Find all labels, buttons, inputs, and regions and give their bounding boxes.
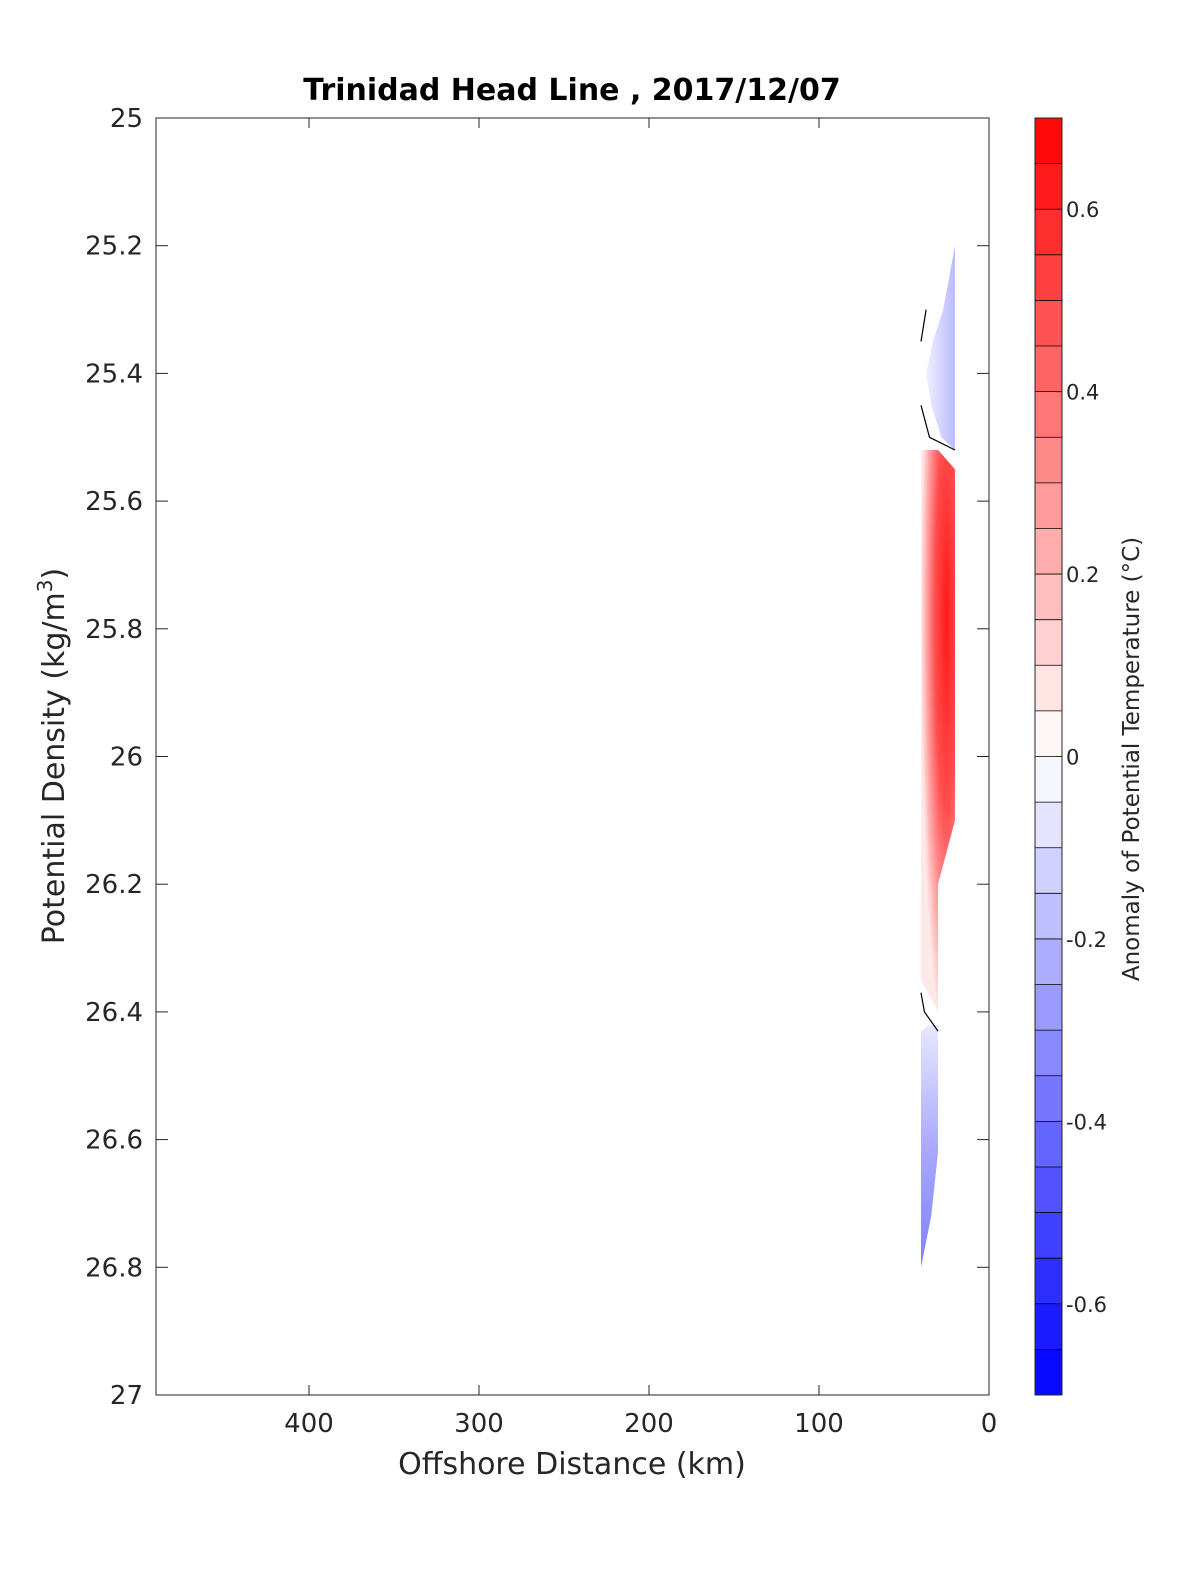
colorbar-tick-label: 0.2: [1066, 563, 1099, 587]
colorbar-segment: [1035, 756, 1062, 803]
colorbar-segment: [1035, 710, 1062, 757]
colorbar-tick-label: -0.4: [1066, 1110, 1107, 1134]
colorbar-tick-label: -0.2: [1066, 928, 1107, 952]
zero-contour-layer: [920, 309, 956, 1032]
colorbar-tick-label: -0.6: [1066, 1293, 1107, 1317]
colorbar-segment: [1035, 1075, 1062, 1122]
y-axis-label-end: ): [37, 568, 72, 580]
colorbar-segment: [1035, 482, 1062, 529]
colorbar-segment: [1035, 938, 1062, 985]
lower-cool-patch: [921, 1024, 938, 1268]
chart-title: Trinidad Head Line , 2017/12/07: [303, 73, 840, 108]
y-tick-label: 25.4: [85, 359, 143, 389]
colorbar-segment: [1035, 847, 1062, 894]
y-tick-label: 26: [110, 743, 143, 773]
zero-contour-line-2: [920, 405, 956, 451]
colorbar-segment: [1035, 1258, 1062, 1304]
y-tick-label: 27: [110, 1381, 143, 1411]
colorbar-segment: [1035, 163, 1062, 210]
colorbar-segment: [1035, 391, 1062, 438]
x-tick-label: 200: [624, 1409, 674, 1439]
colorbar-segment: [1035, 209, 1062, 255]
colorbar-segment: [1035, 118, 1062, 164]
colorbar-tick-label: 0.4: [1066, 381, 1099, 405]
colorbar-segment: [1035, 528, 1062, 575]
colorbar: 0.6 0.4 0.2 0 -0.2 -0.4 -0.6: [1034, 117, 1107, 1396]
y-tick-label: 26.8: [85, 1253, 143, 1283]
y-tick-label: 25.6: [85, 487, 143, 517]
colorbar-segment: [1035, 1349, 1062, 1395]
y-tick-label: 25.2: [85, 232, 143, 262]
zero-contour-line-3: [920, 992, 939, 1032]
colorbar-tick-label: 0: [1066, 746, 1079, 770]
colorbar-segment: [1035, 619, 1062, 666]
colorbar-segment: [1035, 893, 1062, 939]
x-axis: 400 300 200 100 0: [284, 118, 997, 1439]
y-tick-label: 26.6: [85, 1126, 143, 1156]
plot-area-frame: [155, 117, 990, 1396]
colorbar-segment: [1035, 1212, 1062, 1259]
colorbar-segment: [1035, 574, 1062, 620]
colorbar-segment: [1035, 346, 1062, 392]
colorbar-segment: [1035, 300, 1062, 347]
upper-cool-patch: [926, 245, 955, 450]
colorbar-segment: [1035, 984, 1062, 1031]
contour-fill-layer: [921, 245, 955, 1268]
y-tick-label: 26.2: [85, 870, 143, 900]
warm-core-patch: [921, 450, 955, 1012]
colorbar-segment: [1035, 437, 1062, 483]
colorbar-segment: [1035, 1303, 1062, 1350]
y-tick-label: 26.4: [85, 998, 143, 1028]
colorbar-segment: [1035, 1030, 1062, 1076]
y-axis: 25 25.2 25.4 25.6 25.8 26 26.2 26.4 26.6 26.8 27: [85, 104, 989, 1411]
y-axis-label-main: Potential Density (kg/m: [37, 592, 72, 944]
colorbar-segment: [1035, 665, 1062, 711]
y-axis-label-superscript: 3: [33, 579, 57, 592]
x-tick-label: 100: [794, 1409, 844, 1439]
zero-contour-line-1: [920, 309, 927, 342]
x-tick-label: 400: [284, 1409, 334, 1439]
y-tick-label: 25.8: [85, 615, 143, 645]
y-axis-label: Potential Density (kg/m3): [33, 568, 72, 944]
y-tick-label: 25: [110, 104, 143, 134]
colorbar-segment: [1035, 1166, 1062, 1213]
colorbar-tick-label: 0.6: [1066, 198, 1099, 222]
colorbar-segment: [1035, 1121, 1062, 1167]
x-tick-label: 0: [981, 1409, 998, 1439]
colorbar-label: Anomaly of Potential Temperature (°C): [1119, 537, 1145, 981]
x-tick-label: 300: [454, 1409, 504, 1439]
x-axis-label: Offshore Distance (km): [398, 1447, 746, 1482]
colorbar-segment: [1035, 254, 1062, 301]
colorbar-segment: [1035, 802, 1062, 848]
